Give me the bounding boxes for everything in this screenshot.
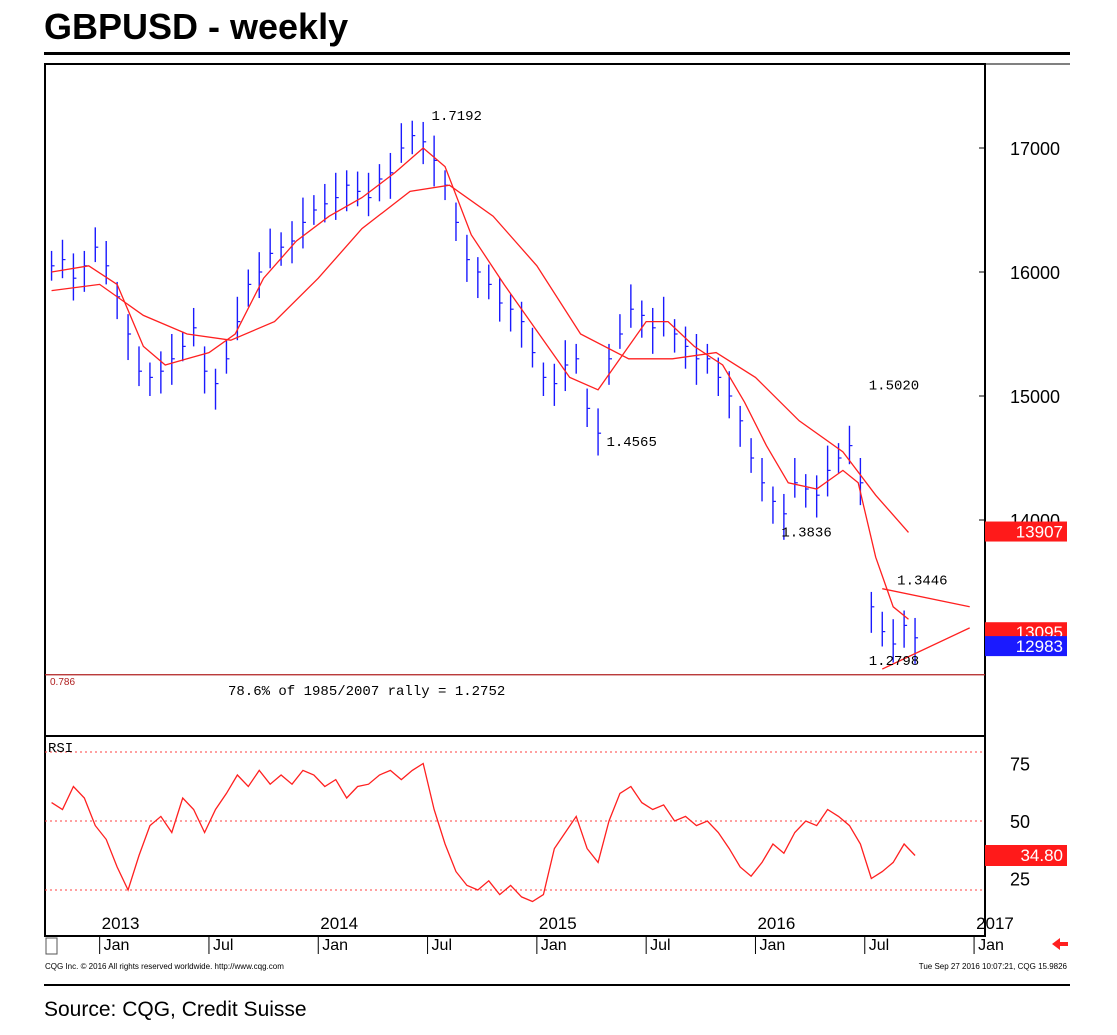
- price-tick-label: 15000: [1010, 387, 1060, 407]
- rsi-line: [51, 762, 916, 903]
- moving-average-slow-line: [51, 184, 909, 533]
- chart-title: GBPUSD - weekly: [44, 6, 349, 47]
- value-tag-box: [985, 636, 1067, 657]
- price-label: 1.4565: [606, 435, 656, 451]
- rsi-tick-label: 75: [1010, 755, 1030, 775]
- value-tag: 12983: [1016, 637, 1063, 656]
- price-label: 1.7192: [432, 109, 482, 125]
- source-rule: [44, 984, 1070, 986]
- month-label: Jan: [759, 937, 785, 954]
- month-label: Jan: [541, 937, 567, 954]
- source-note: Source: CQG, Credit Suisse: [44, 998, 307, 1021]
- year-label: 2014: [320, 914, 358, 933]
- footer-right: Tue Sep 27 2016 10:07:21, CQG 15.9826: [919, 962, 1068, 971]
- moving-average-fast-line: [51, 147, 909, 620]
- month-label: Jan: [978, 937, 1004, 954]
- price-tick-label: 17000: [1010, 139, 1060, 159]
- triangle-lower-line: [881, 627, 970, 670]
- value-tag: 13907: [1016, 523, 1063, 542]
- rsi-tick-label: 25: [1010, 870, 1030, 890]
- month-label: Jan: [322, 937, 348, 954]
- month-label: Jul: [213, 937, 233, 954]
- rsi-value-tag: 34.80: [1020, 846, 1063, 865]
- price-label: 1.3446: [897, 574, 947, 590]
- price-panel-frame: [44, 63, 986, 737]
- month-label: Jul: [869, 937, 889, 954]
- year-label: 2017: [976, 914, 1014, 933]
- year-label: 2015: [539, 914, 577, 933]
- month-label: Jul: [650, 937, 670, 954]
- retracement-label: 78.6% of 1985/2007 rally = 1.2752: [228, 684, 505, 700]
- year-label: 2016: [757, 914, 795, 933]
- rsi-title: RSI: [48, 741, 73, 757]
- price-label: 1.3836: [781, 525, 831, 541]
- price-label: 1.2798: [869, 654, 919, 670]
- footer-left: CQG Inc. © 2016 All rights reserved worl…: [45, 962, 284, 971]
- value-tag-box: [985, 521, 1067, 542]
- rsi-tick-label: 50: [1010, 812, 1030, 832]
- price-tick-label: 16000: [1010, 263, 1060, 283]
- year-label: 2013: [102, 914, 140, 933]
- rsi-value-tag-box: [985, 845, 1067, 866]
- rsi-panel-frame: [44, 735, 986, 937]
- scroll-box[interactable]: [45, 937, 58, 955]
- arrow-left-icon[interactable]: [1052, 938, 1068, 950]
- triangle-upper-line: [882, 588, 970, 608]
- retracement-tag: 0.786: [50, 677, 75, 688]
- month-label: Jul: [432, 937, 452, 954]
- month-label: Jan: [104, 937, 130, 954]
- title-rule: [44, 52, 1070, 55]
- price-label: 1.5020: [869, 379, 919, 395]
